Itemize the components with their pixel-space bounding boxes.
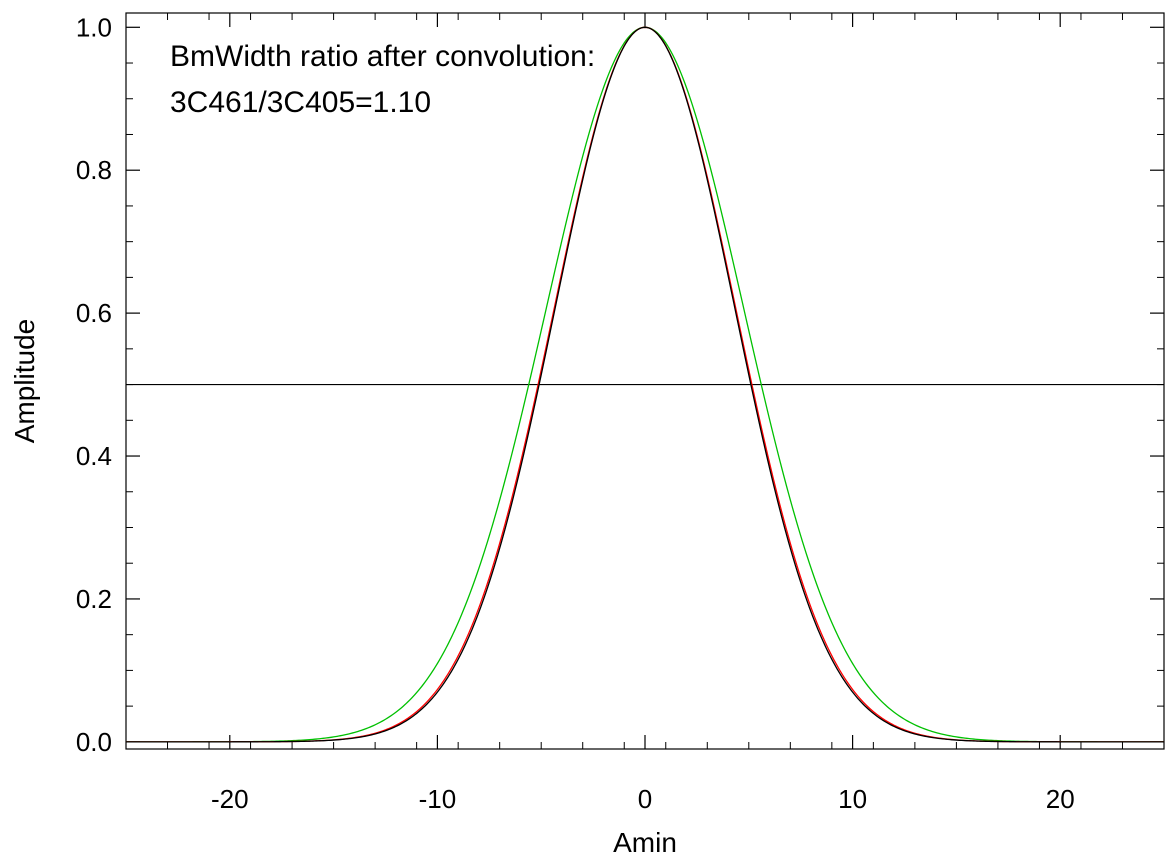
y-tick-label: 0.4 [76, 441, 112, 471]
y-tick-label: 0.2 [76, 584, 112, 614]
x-tick-label: -20 [211, 784, 249, 814]
series-layer [126, 26, 1164, 743]
annotation-line-2: 3C461/3C405=1.10 [170, 86, 431, 119]
tick-labels: -20 -10 0 10 20 0.0 0.2 0.4 0.6 0.8 1.0 [76, 12, 1075, 814]
x-tick-label: 20 [1046, 784, 1075, 814]
x-tick-label: -10 [419, 784, 457, 814]
y-axis-title: Amplitude [9, 319, 40, 444]
x-axis-title: Amin [613, 827, 677, 856]
x-tick-label: 0 [638, 784, 652, 814]
x-tick-label: 10 [838, 784, 867, 814]
y-tick-label: 0.8 [76, 155, 112, 185]
annotation-line-1: BmWidth ratio after convolution: [170, 40, 595, 73]
y-tick-label: 0.0 [76, 727, 112, 757]
y-tick-label: 0.6 [76, 298, 112, 328]
plot-frame [125, 12, 1165, 750]
y-tick-label: 1.0 [76, 12, 112, 42]
axis-ticks [125, 13, 1165, 749]
series-line-0 [126, 26, 1164, 743]
